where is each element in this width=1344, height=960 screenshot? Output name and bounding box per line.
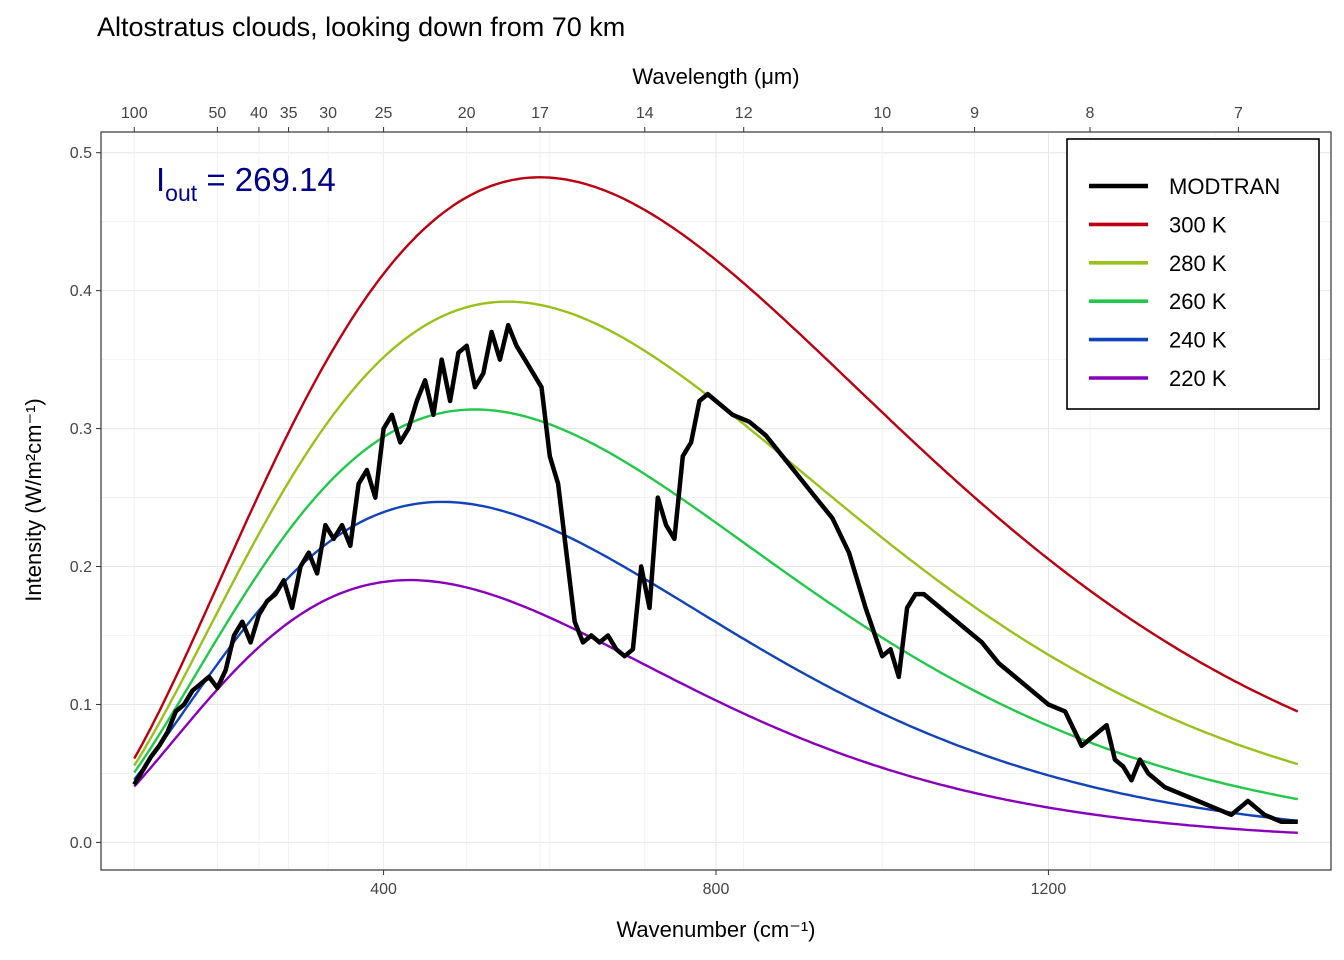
x-tick-label: 1200	[1031, 881, 1067, 898]
y-tick-label: 0.0	[70, 835, 92, 852]
top-wavelength-axis: 100 50 40 35 30 25 20 17 14 12 10 9 8 7	[121, 105, 1243, 132]
x-axis-title: Wavenumber (cm⁻¹)	[616, 917, 815, 942]
blackbody-line-220k	[133, 578, 1298, 834]
x2-tick-label: 14	[636, 105, 654, 122]
y-tick-label: 0.2	[70, 559, 92, 576]
legend-label: MODTRAN	[1169, 174, 1280, 199]
legend-label: 280 K	[1169, 251, 1227, 276]
y-tick-label: 0.1	[70, 697, 92, 714]
y-tick-label: 0.4	[70, 283, 92, 300]
modtran-line	[132, 322, 1298, 824]
blackbody-line-260k	[133, 408, 1298, 801]
x2-tick-label: 50	[208, 105, 226, 122]
x2-tick-label: 8	[1086, 105, 1095, 122]
blackbody-line-300k	[133, 176, 1299, 760]
x2-tick-label: 20	[458, 105, 476, 122]
chart-title: Altostratus clouds, looking down from 70…	[97, 12, 625, 42]
y-tick-label: 0.3	[70, 421, 92, 438]
x2-tick-label: 25	[375, 105, 393, 122]
x2-tick-label: 100	[121, 105, 148, 122]
outgoing-intensity-annotation: Iout = 269.14	[156, 161, 336, 206]
x2-tick-label: 9	[970, 105, 979, 122]
annotation-symbol: I	[156, 161, 165, 198]
x2-tick-label: 17	[531, 105, 549, 122]
annotation-value: = 269.14	[197, 161, 336, 198]
legend-label: 240 K	[1169, 328, 1227, 353]
x-tick-label: 400	[370, 881, 397, 898]
x2-axis-title: Wavelength (μm)	[632, 64, 799, 89]
y-axis-title: Intensity (W/m²cm⁻¹)	[21, 398, 46, 602]
x-tick-label: 800	[703, 881, 730, 898]
x2-tick-label: 12	[735, 105, 753, 122]
x-axis: 400 800 1200	[370, 870, 1066, 898]
x2-tick-label: 40	[250, 105, 268, 122]
x2-tick-label: 30	[319, 105, 337, 122]
legend-label: 260 K	[1169, 289, 1227, 314]
y-tick-label: 0.5	[70, 145, 92, 162]
legend-label: 300 K	[1169, 212, 1227, 237]
x2-tick-label: 7	[1234, 105, 1243, 122]
modtran-curve	[132, 322, 1298, 824]
x2-tick-label: 10	[873, 105, 891, 122]
legend-label: 220 K	[1169, 366, 1227, 391]
x2-tick-label: 35	[280, 105, 298, 122]
legend: MODTRAN 300 K 280 K 260 K 240 K 220 K	[1066, 138, 1320, 410]
annotation-subscript: out	[165, 180, 198, 206]
blackbody-line-240k	[133, 500, 1298, 822]
y-axis: 0.0 0.1 0.2 0.3 0.4 0.5	[70, 145, 101, 852]
